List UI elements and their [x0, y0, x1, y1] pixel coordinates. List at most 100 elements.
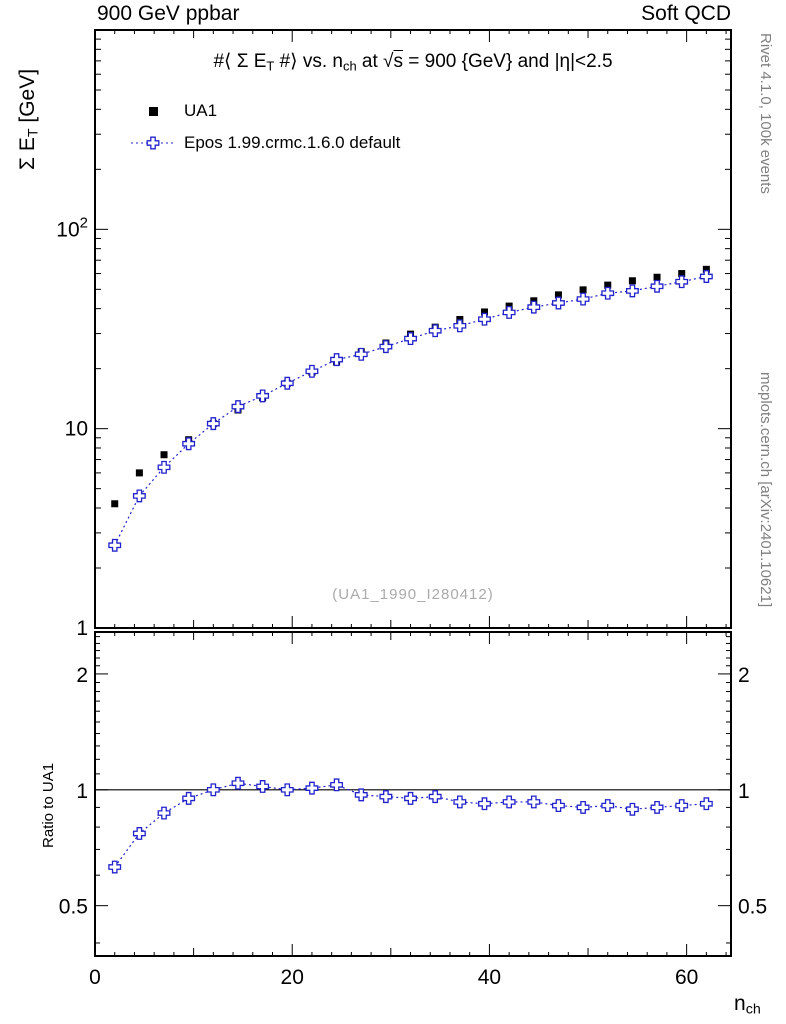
- header-process-label: Soft QCD: [641, 2, 731, 25]
- ratio-panel-frame: [94, 631, 732, 957]
- analysis-watermark: (UA1_1990_I280412): [332, 586, 494, 603]
- ratio-data-point: [305, 781, 319, 795]
- ratio-data-point: [625, 802, 639, 816]
- epos-data-point: [157, 460, 171, 474]
- y-axis-title: Σ ET [GeV]: [16, 69, 42, 170]
- ratio-tick-label-right: 0.5: [738, 896, 767, 919]
- text-segment: ch: [745, 1001, 761, 1018]
- text-segment: s: [393, 51, 403, 72]
- text-segment: √: [383, 51, 394, 72]
- epos-data-point: [699, 270, 713, 283]
- x-tick-label: 20: [281, 966, 304, 989]
- epos-data-point: [231, 400, 245, 414]
- epos-data-point: [330, 353, 344, 367]
- ratio-data-point: [379, 790, 393, 804]
- y-tick-label: 10: [65, 418, 88, 441]
- ua1-data-point: [678, 270, 686, 278]
- epos-data-point: [428, 324, 442, 338]
- ratio-data-point: [108, 860, 122, 874]
- ratio-data-point: [576, 800, 590, 814]
- legend-label-ua1: UA1: [184, 101, 218, 120]
- epos-data-point: [453, 319, 467, 333]
- header-beam-label: 900 GeV ppbar: [97, 2, 240, 25]
- ua1-data-point: [160, 451, 168, 459]
- ratio-data-point: [280, 783, 294, 797]
- text-segment: = 900 {GeV} and |η|<2.5: [402, 51, 613, 72]
- text-segment: at: [356, 51, 384, 72]
- x-tick-label: 0: [89, 966, 101, 989]
- text-segment: Σ E: [16, 137, 39, 170]
- ratio-data-point: [330, 778, 344, 792]
- epos-data-point: [280, 376, 294, 390]
- ratio-data-point: [404, 791, 417, 805]
- ratio-tick-label-right: 1: [738, 780, 750, 803]
- ratio-data-point: [650, 800, 664, 814]
- y-tick-label: 1: [76, 617, 88, 640]
- ratio-data-point: [502, 795, 516, 809]
- x-axis-title: nch: [734, 992, 761, 1018]
- epos-data-point: [379, 340, 393, 354]
- legend-row-ua1: UA1: [130, 96, 217, 126]
- epos-data-point: [256, 389, 270, 403]
- text-segment: T: [266, 58, 275, 74]
- x-tick-label: 40: [478, 966, 501, 989]
- ratio-tick-label-right: 2: [738, 664, 750, 687]
- ua1-marker-icon: [130, 106, 176, 116]
- text-segment: T: [25, 128, 42, 138]
- epos-line-main: [114, 275, 707, 546]
- ratio-tick-label-left: 0.5: [59, 896, 88, 919]
- y-tick-label: 102: [56, 214, 88, 241]
- epos-data-point: [182, 437, 196, 451]
- ua1-data-point: [702, 265, 710, 273]
- legend-row-epos: Epos 1.99.crmc.1.6.0 default: [130, 128, 400, 158]
- epos-data-point: [502, 305, 516, 319]
- ratio-data-point: [354, 788, 368, 802]
- text-segment: #⟨ Σ E: [213, 51, 267, 72]
- epos-data-point: [551, 296, 565, 310]
- ratio-tick-label-left: 2: [76, 664, 88, 687]
- epos-data-point: [576, 292, 590, 306]
- epos-data-point: [404, 332, 417, 346]
- epos-data-point: [206, 417, 220, 431]
- ratio-tick-label-left: 1: [76, 780, 88, 803]
- ratio-data-point: [256, 780, 270, 793]
- ua1-data-point: [604, 281, 612, 289]
- ratio-data-point: [527, 795, 541, 809]
- ratio-data-point: [182, 791, 196, 805]
- text-segment: [GeV]: [16, 68, 39, 129]
- ratio-data-point: [453, 795, 467, 809]
- ratio-data-point: [478, 797, 491, 811]
- epos-data-point: [108, 538, 122, 552]
- ratio-data-point: [601, 799, 615, 813]
- ua1-data-point: [480, 308, 488, 316]
- ua1-data-point: [628, 277, 636, 285]
- epos-data-point: [675, 275, 689, 289]
- ratio-data-point: [132, 827, 146, 840]
- ua1-data-point: [653, 273, 661, 281]
- epos-data-point: [132, 489, 146, 503]
- ratio-data-point: [699, 797, 713, 811]
- ua1-data-point: [554, 291, 562, 299]
- ua1-data-point: [135, 469, 143, 477]
- ratio-data-point: [206, 783, 220, 797]
- epos-data-point: [625, 284, 639, 298]
- ratio-axis-title: Ratio to UA1: [40, 762, 57, 848]
- text-segment: #⟩ vs. n: [274, 51, 343, 72]
- epos-marker-icon: [130, 135, 176, 151]
- epos-data-point: [527, 300, 541, 314]
- ua1-data-point: [579, 286, 587, 294]
- epos-data-point: [305, 364, 319, 378]
- text-segment: ch: [342, 58, 357, 74]
- mcplots-reference-note: mcplots.cern.ch [arXiv:2401.10621]: [757, 372, 774, 608]
- epos-data-point: [354, 347, 368, 361]
- x-tick-label: 60: [675, 966, 698, 989]
- ratio-data-point: [675, 799, 689, 813]
- epos-data-point: [478, 312, 491, 326]
- ratio-data-point: [551, 799, 565, 813]
- ua1-data-point: [111, 500, 119, 508]
- ratio-data-point: [231, 776, 245, 790]
- plot-title: #⟨ Σ ET #⟩ vs. nch at √s = 900 {GeV} and…: [95, 50, 731, 73]
- text-segment: n: [734, 992, 746, 1015]
